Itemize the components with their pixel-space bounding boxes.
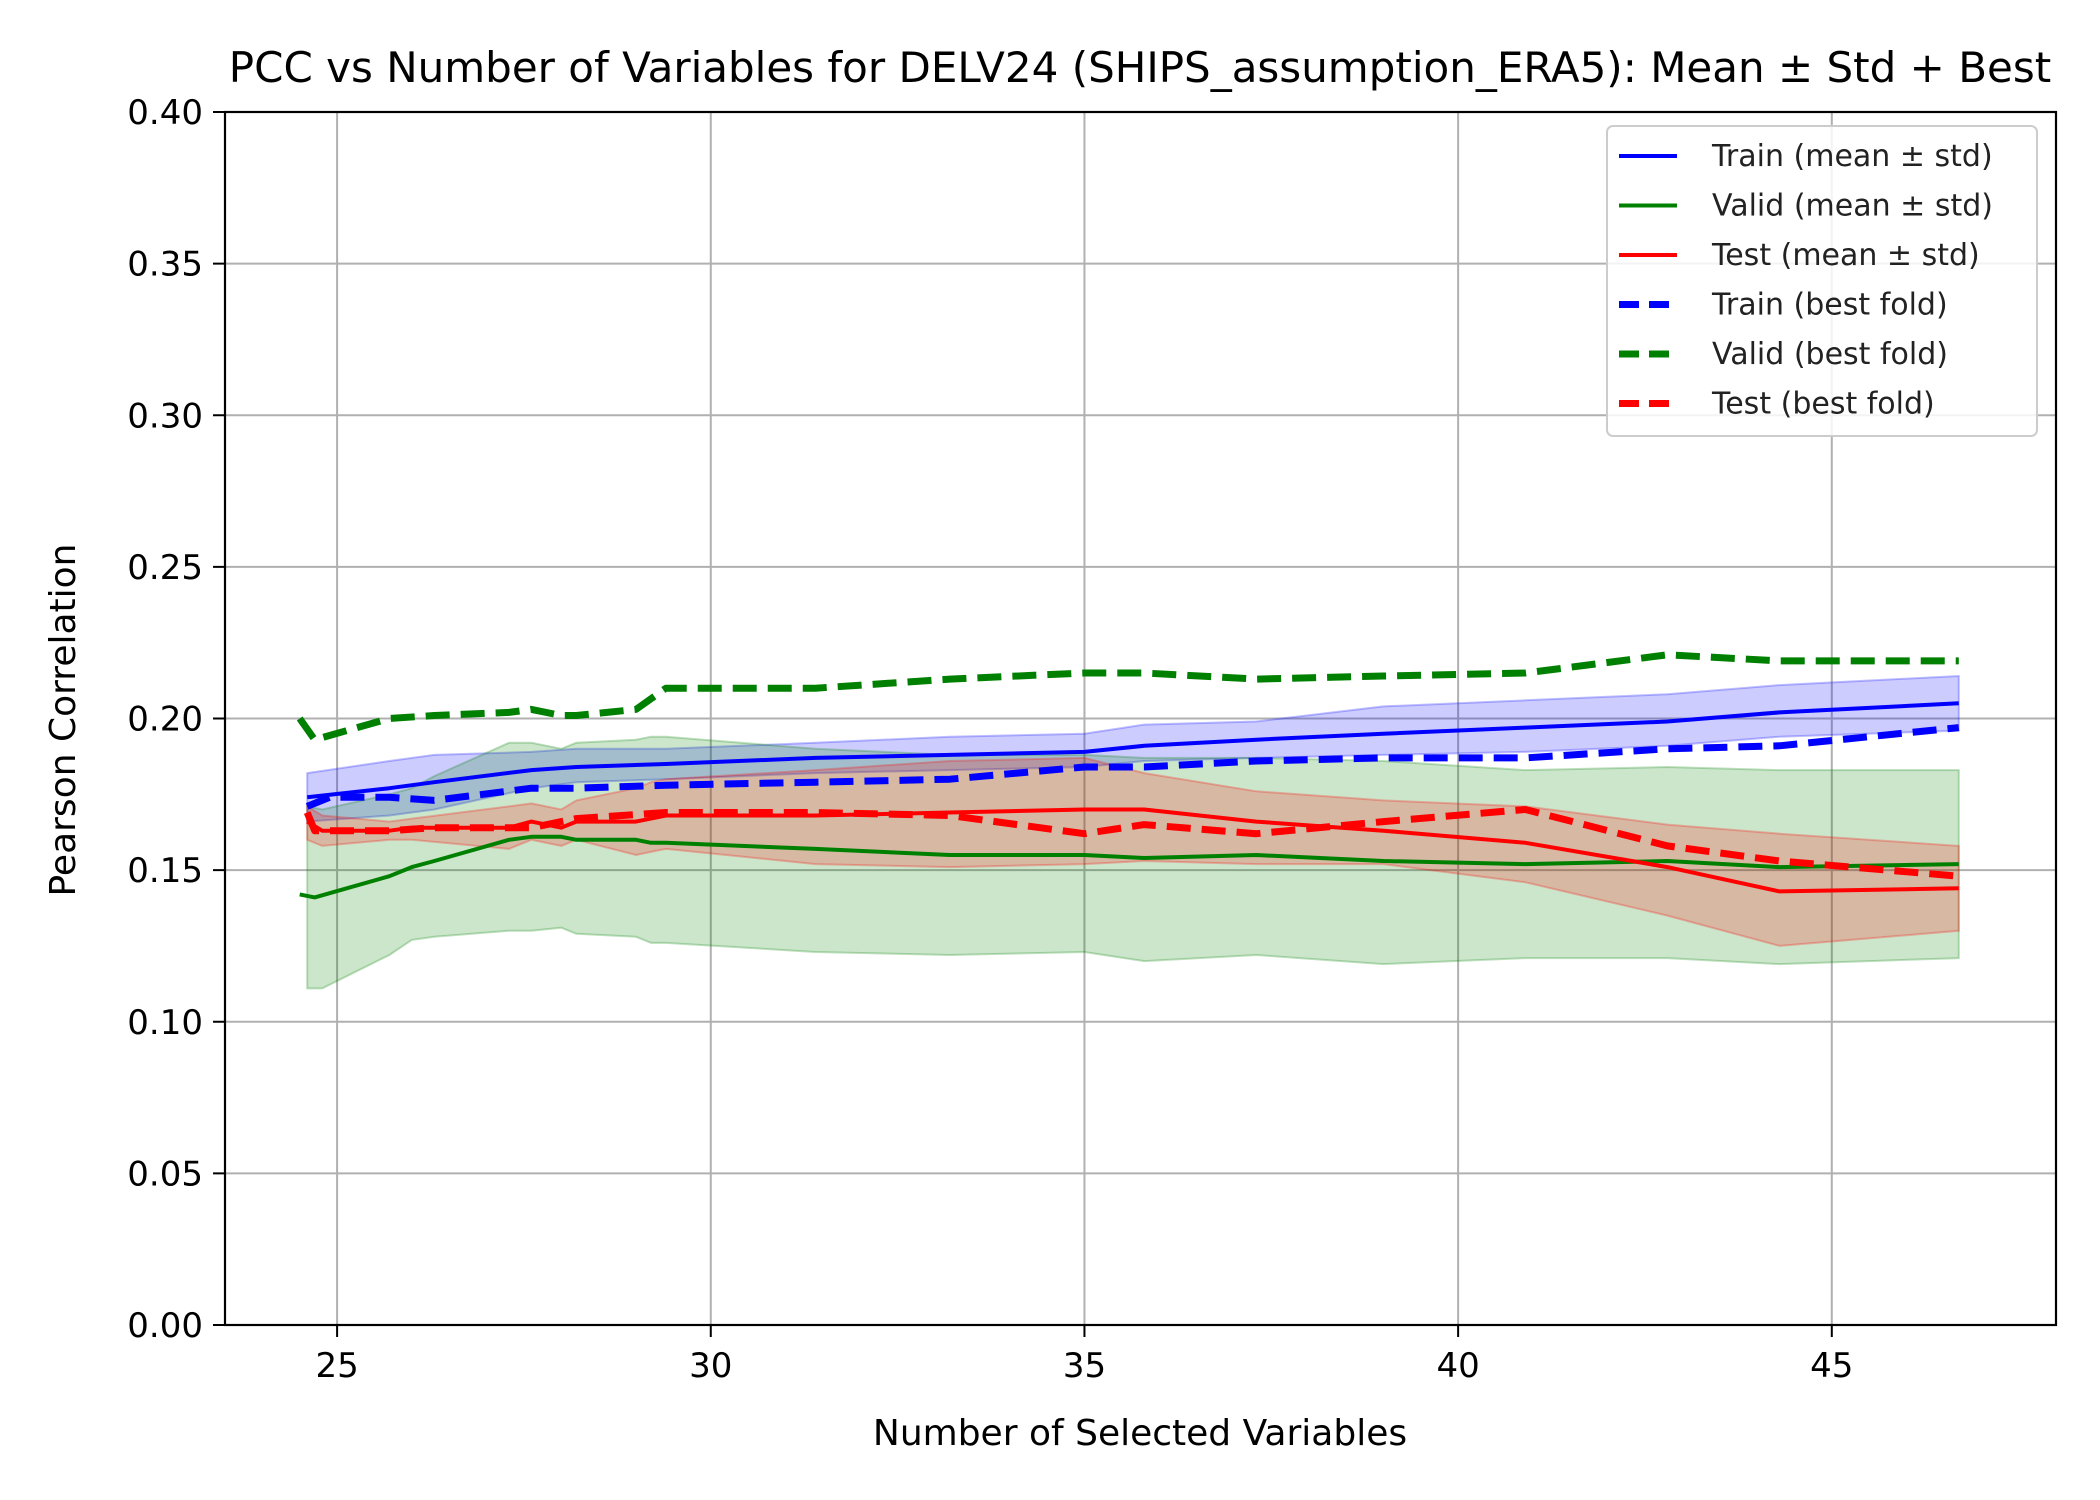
x-axis-label: Number of Selected Variables — [873, 1413, 1407, 1454]
std-bands — [306, 674, 1960, 990]
y-tick-label: 0.15 — [127, 851, 203, 891]
legend-label: Test (best fold) — [1711, 387, 1935, 422]
x-tick-label: 45 — [1810, 1346, 1853, 1386]
series-line — [296, 651, 1959, 744]
y-axis-label: Pearson Correlation — [43, 544, 84, 897]
legend-box — [1606, 125, 2038, 437]
std-band — [306, 735, 1960, 990]
y-tick-label: 0.00 — [127, 1306, 203, 1346]
legend: Train (mean ± std) Valid (mean ± std) Test… — [1606, 125, 2038, 437]
x-axis-ticks: 25 30 35 40 45 — [315, 1325, 1853, 1386]
legend-label: Test (mean ± std) — [1711, 238, 1980, 273]
y-axis-ticks: 0.00 0.05 0.10 0.15 0.20 0.25 0.30 0.35 0.40 — [127, 93, 225, 1346]
legend-label: Train (mean ± std) — [1711, 139, 1993, 174]
x-tick-label: 30 — [689, 1346, 732, 1386]
x-tick-label: 25 — [315, 1346, 358, 1386]
series-line — [299, 834, 1959, 900]
x-tick-label: 35 — [1063, 1346, 1106, 1386]
y-tick-label: 0.35 — [127, 245, 203, 285]
series-line — [306, 701, 1959, 800]
y-tick-label: 0.30 — [127, 396, 203, 436]
y-tick-label: 0.40 — [127, 93, 203, 133]
y-tick-label: 0.10 — [127, 1003, 203, 1043]
x-tick-label: 40 — [1436, 1346, 1479, 1386]
series-lines — [296, 651, 1960, 900]
chart-title: PCC vs Number of Variables for DELV24 (S… — [229, 43, 2051, 92]
series-line — [305, 724, 1960, 810]
legend-label: Train (best fold) — [1711, 288, 1948, 323]
legend-label: Valid (mean ± std) — [1712, 189, 1993, 224]
series-line — [303, 806, 1960, 880]
y-tick-label: 0.20 — [127, 700, 203, 740]
std-band — [306, 756, 1960, 947]
y-tick-label: 0.05 — [127, 1154, 203, 1194]
y-tick-label: 0.25 — [127, 548, 203, 588]
legend-label: Valid (best fold) — [1712, 337, 1948, 372]
